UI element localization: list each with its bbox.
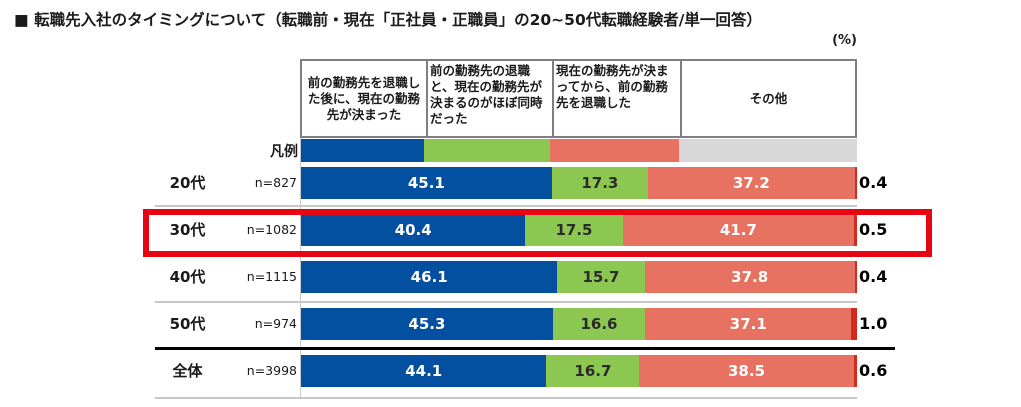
bar-segment-salmon: 37.8 [644, 261, 855, 293]
axis-baseline [300, 138, 301, 398]
sample-size-label: n=1082 [246, 222, 297, 237]
bar-segment-other [851, 308, 857, 340]
row-separator [155, 301, 857, 303]
sample-size-label: n=974 [254, 316, 297, 331]
title-text: 転職先入社のタイミングについて（転職前・現在「正社員・正職員」の20~50代転職… [34, 11, 762, 29]
stacked-bar: 44.1 16.7 38.5 [301, 355, 857, 387]
bar-segment-green: 16.6 [552, 308, 646, 340]
legend-color-strip [300, 139, 857, 162]
legend-swatch-blue [300, 139, 425, 162]
category-label: 40代 [169, 268, 206, 286]
bar-segment-other [853, 355, 857, 387]
legend-header-col-3: 現在の勤務先が決まってから、前の勤務先を退職した [552, 61, 680, 136]
sample-size-label: n=3998 [246, 363, 297, 378]
bottom-separator [155, 397, 857, 399]
highlight-box-30s [143, 209, 932, 257]
legend-swatch-salmon [550, 139, 679, 162]
legend-swatch-green [424, 139, 551, 162]
bar-segment-green: 17.3 [551, 167, 648, 199]
bar-segment-blue: 45.1 [301, 167, 552, 199]
bar-segment-salmon: 41.7 [622, 214, 855, 246]
sample-size-label: n=1115 [246, 269, 297, 284]
bar-segment-blue: 45.3 [301, 308, 553, 340]
other-value-label: 1.0 [859, 314, 888, 333]
stacked-bar: 46.1 15.7 37.8 [301, 261, 857, 293]
legend-label: 凡例 [270, 144, 298, 160]
legend-header-col-2: 前の勤務先の退職と、現在の勤務先が決まるのがほぼ同時だった [426, 61, 552, 136]
title-bullet-icon: ■ [14, 11, 29, 29]
other-value-label: 0.4 [859, 267, 888, 286]
bar-segment-other [854, 167, 857, 199]
stacked-bar: 45.3 16.6 37.1 [301, 308, 857, 340]
bar-segment-blue: 46.1 [301, 261, 558, 293]
unit-label: (%) [832, 33, 857, 48]
other-value-label: 0.5 [859, 220, 888, 239]
page-title: ■ 転職先入社のタイミングについて（転職前・現在「正社員・正職員」の20~50代… [14, 8, 762, 30]
bar-segment-salmon: 37.1 [645, 308, 852, 340]
category-label: 全体 [172, 362, 203, 380]
bar-segment-other [854, 261, 857, 293]
bar-segment-green: 17.5 [525, 214, 623, 246]
sample-size-label: n=827 [254, 175, 297, 190]
legend-header-col-1: 前の勤務先を退職した後に、現在の勤務先が決まった [307, 74, 421, 122]
stacked-bar: 45.1 17.3 37.2 [301, 167, 857, 199]
row-separator [155, 205, 857, 207]
bar-segment-green: 16.7 [546, 355, 640, 387]
other-value-label: 0.6 [859, 361, 888, 380]
bar-segment-blue: 44.1 [301, 355, 547, 387]
bar-segment-green: 15.7 [557, 261, 645, 293]
legend-header-col-4: その他 [680, 61, 855, 136]
category-label: 50代 [169, 315, 206, 333]
bar-segment-salmon: 38.5 [639, 355, 854, 387]
legend-swatch-gray [678, 139, 857, 162]
other-value-label: 0.4 [859, 173, 888, 192]
category-label: 30代 [169, 221, 206, 239]
bar-segment-other [854, 214, 857, 246]
category-label: 20代 [169, 174, 206, 192]
bar-segment-blue: 40.4 [301, 214, 526, 246]
stacked-bar: 40.4 17.5 41.7 [301, 214, 857, 246]
legend-header-table: 前の勤務先を退職した後に、現在の勤務先が決まった 前の勤務先の退職と、現在の勤務… [300, 59, 857, 138]
total-separator-line [155, 347, 895, 350]
bar-segment-salmon: 37.2 [647, 167, 855, 199]
